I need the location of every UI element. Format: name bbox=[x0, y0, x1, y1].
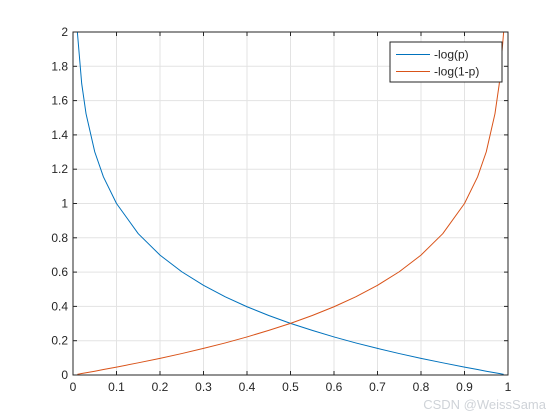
x-tick-label: 0.8 bbox=[413, 380, 430, 394]
x-tick-label: 0.3 bbox=[195, 380, 212, 394]
x-tick-label: 0 bbox=[70, 380, 77, 394]
x-axis-tick-labels: 0 0.1 0.2 0.3 0.4 0.5 0.6 0.7 0.8 0.9 1 bbox=[70, 380, 512, 394]
grid bbox=[73, 32, 508, 375]
series-lines bbox=[76, 31, 505, 375]
axis-ticks bbox=[72, 31, 509, 376]
y-tick-label: 2 bbox=[61, 25, 68, 39]
y-tick-label: 0.8 bbox=[51, 231, 68, 245]
x-tick-label: 0.4 bbox=[239, 380, 256, 394]
legend-box bbox=[389, 41, 503, 83]
x-tick-label: 1 bbox=[505, 380, 512, 394]
y-tick-label: 0.6 bbox=[51, 265, 68, 279]
y-tick-label: 1.4 bbox=[51, 128, 68, 142]
y-tick-label: 1.8 bbox=[51, 59, 68, 73]
y-axis-tick-labels: 0 0.2 0.4 0.6 0.8 1 1.2 1.4 1.6 1.8 2 bbox=[51, 25, 68, 382]
series-line-1 bbox=[77, 31, 505, 375]
y-tick-label: 1.6 bbox=[51, 94, 68, 108]
legend-label-0: -log(p) bbox=[434, 48, 469, 62]
y-tick-label: 0 bbox=[61, 368, 68, 382]
x-tick-label: 0.6 bbox=[326, 380, 343, 394]
y-tick-label: 0.2 bbox=[51, 334, 68, 348]
x-tick-label: 0.1 bbox=[108, 380, 125, 394]
x-tick-label: 0.7 bbox=[369, 380, 386, 394]
x-tick-label: 0.5 bbox=[282, 380, 299, 394]
y-tick-label: 1 bbox=[61, 197, 68, 211]
legend: -log(p) -log(1-p) bbox=[389, 41, 503, 83]
y-tick-label: 1.2 bbox=[51, 162, 68, 176]
x-tick-label: 0.9 bbox=[456, 380, 473, 394]
x-tick-label: 0.2 bbox=[152, 380, 169, 394]
y-tick-label: 0.4 bbox=[51, 299, 68, 313]
legend-label-1: -log(1-p) bbox=[434, 65, 479, 79]
